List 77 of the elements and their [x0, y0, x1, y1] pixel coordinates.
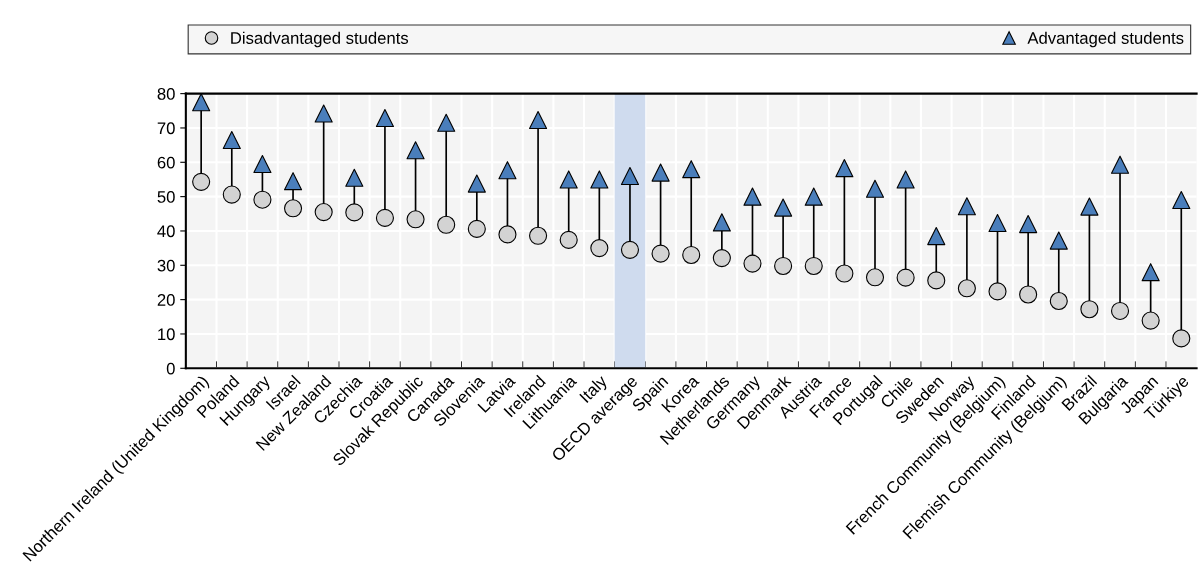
point	[222, 185, 241, 204]
y-tick-label: 80	[157, 88, 175, 100]
point	[253, 190, 272, 209]
point	[712, 249, 731, 268]
y-tick-label: 40	[157, 225, 175, 238]
point	[927, 227, 946, 246]
point	[1141, 263, 1160, 282]
point	[1080, 197, 1099, 216]
point	[1080, 300, 1099, 319]
point	[375, 208, 394, 227]
point	[529, 111, 548, 130]
point	[743, 187, 762, 206]
point	[988, 214, 1007, 233]
point	[590, 170, 609, 189]
point	[529, 226, 548, 245]
point	[1019, 285, 1038, 304]
point	[896, 268, 915, 287]
point	[835, 159, 854, 178]
point	[314, 203, 333, 222]
point	[835, 264, 854, 283]
point	[406, 210, 425, 229]
point	[1172, 329, 1191, 348]
y-tick-label: 10	[158, 328, 175, 341]
point	[1049, 291, 1068, 311]
point	[559, 230, 578, 249]
y-tick-label: 0	[166, 362, 175, 375]
y-tick-label: 50	[157, 191, 175, 203]
point	[559, 170, 578, 189]
y-tick-label: 30	[157, 259, 175, 272]
point	[345, 168, 364, 187]
point	[1049, 231, 1068, 250]
y-tick-label: 20	[157, 294, 175, 306]
legend-label: Advantaged students	[1027, 31, 1184, 48]
point	[743, 254, 762, 273]
point	[498, 161, 517, 180]
point	[682, 160, 701, 179]
point	[927, 271, 946, 290]
point	[651, 244, 670, 263]
y-tick-label: 60	[157, 156, 175, 169]
point	[896, 170, 915, 189]
point	[774, 256, 793, 276]
point	[988, 282, 1007, 301]
point	[437, 215, 456, 234]
point	[712, 213, 731, 232]
y-tick-label: 70	[157, 122, 175, 135]
point	[314, 104, 333, 123]
point	[957, 279, 976, 298]
point	[865, 268, 885, 287]
point	[620, 166, 640, 186]
point	[467, 174, 486, 193]
point	[1110, 155, 1130, 174]
point	[590, 239, 609, 258]
point	[774, 198, 793, 217]
point	[1172, 190, 1191, 210]
point	[804, 256, 823, 276]
point	[437, 113, 456, 132]
point	[253, 154, 272, 174]
point	[222, 130, 241, 150]
point	[192, 172, 211, 191]
point	[651, 163, 670, 182]
point	[498, 225, 517, 244]
legend-label: Disadvantaged students	[231, 31, 409, 48]
point	[406, 141, 425, 160]
point	[283, 172, 303, 191]
point	[804, 187, 823, 206]
point	[1019, 215, 1038, 234]
point	[192, 93, 211, 112]
point	[682, 245, 701, 265]
point	[620, 240, 640, 259]
point	[345, 203, 364, 222]
point	[467, 219, 486, 238]
point	[865, 179, 885, 198]
point	[283, 199, 303, 218]
point	[1110, 301, 1130, 321]
point	[375, 108, 394, 128]
point	[957, 197, 976, 216]
point	[1141, 311, 1160, 330]
